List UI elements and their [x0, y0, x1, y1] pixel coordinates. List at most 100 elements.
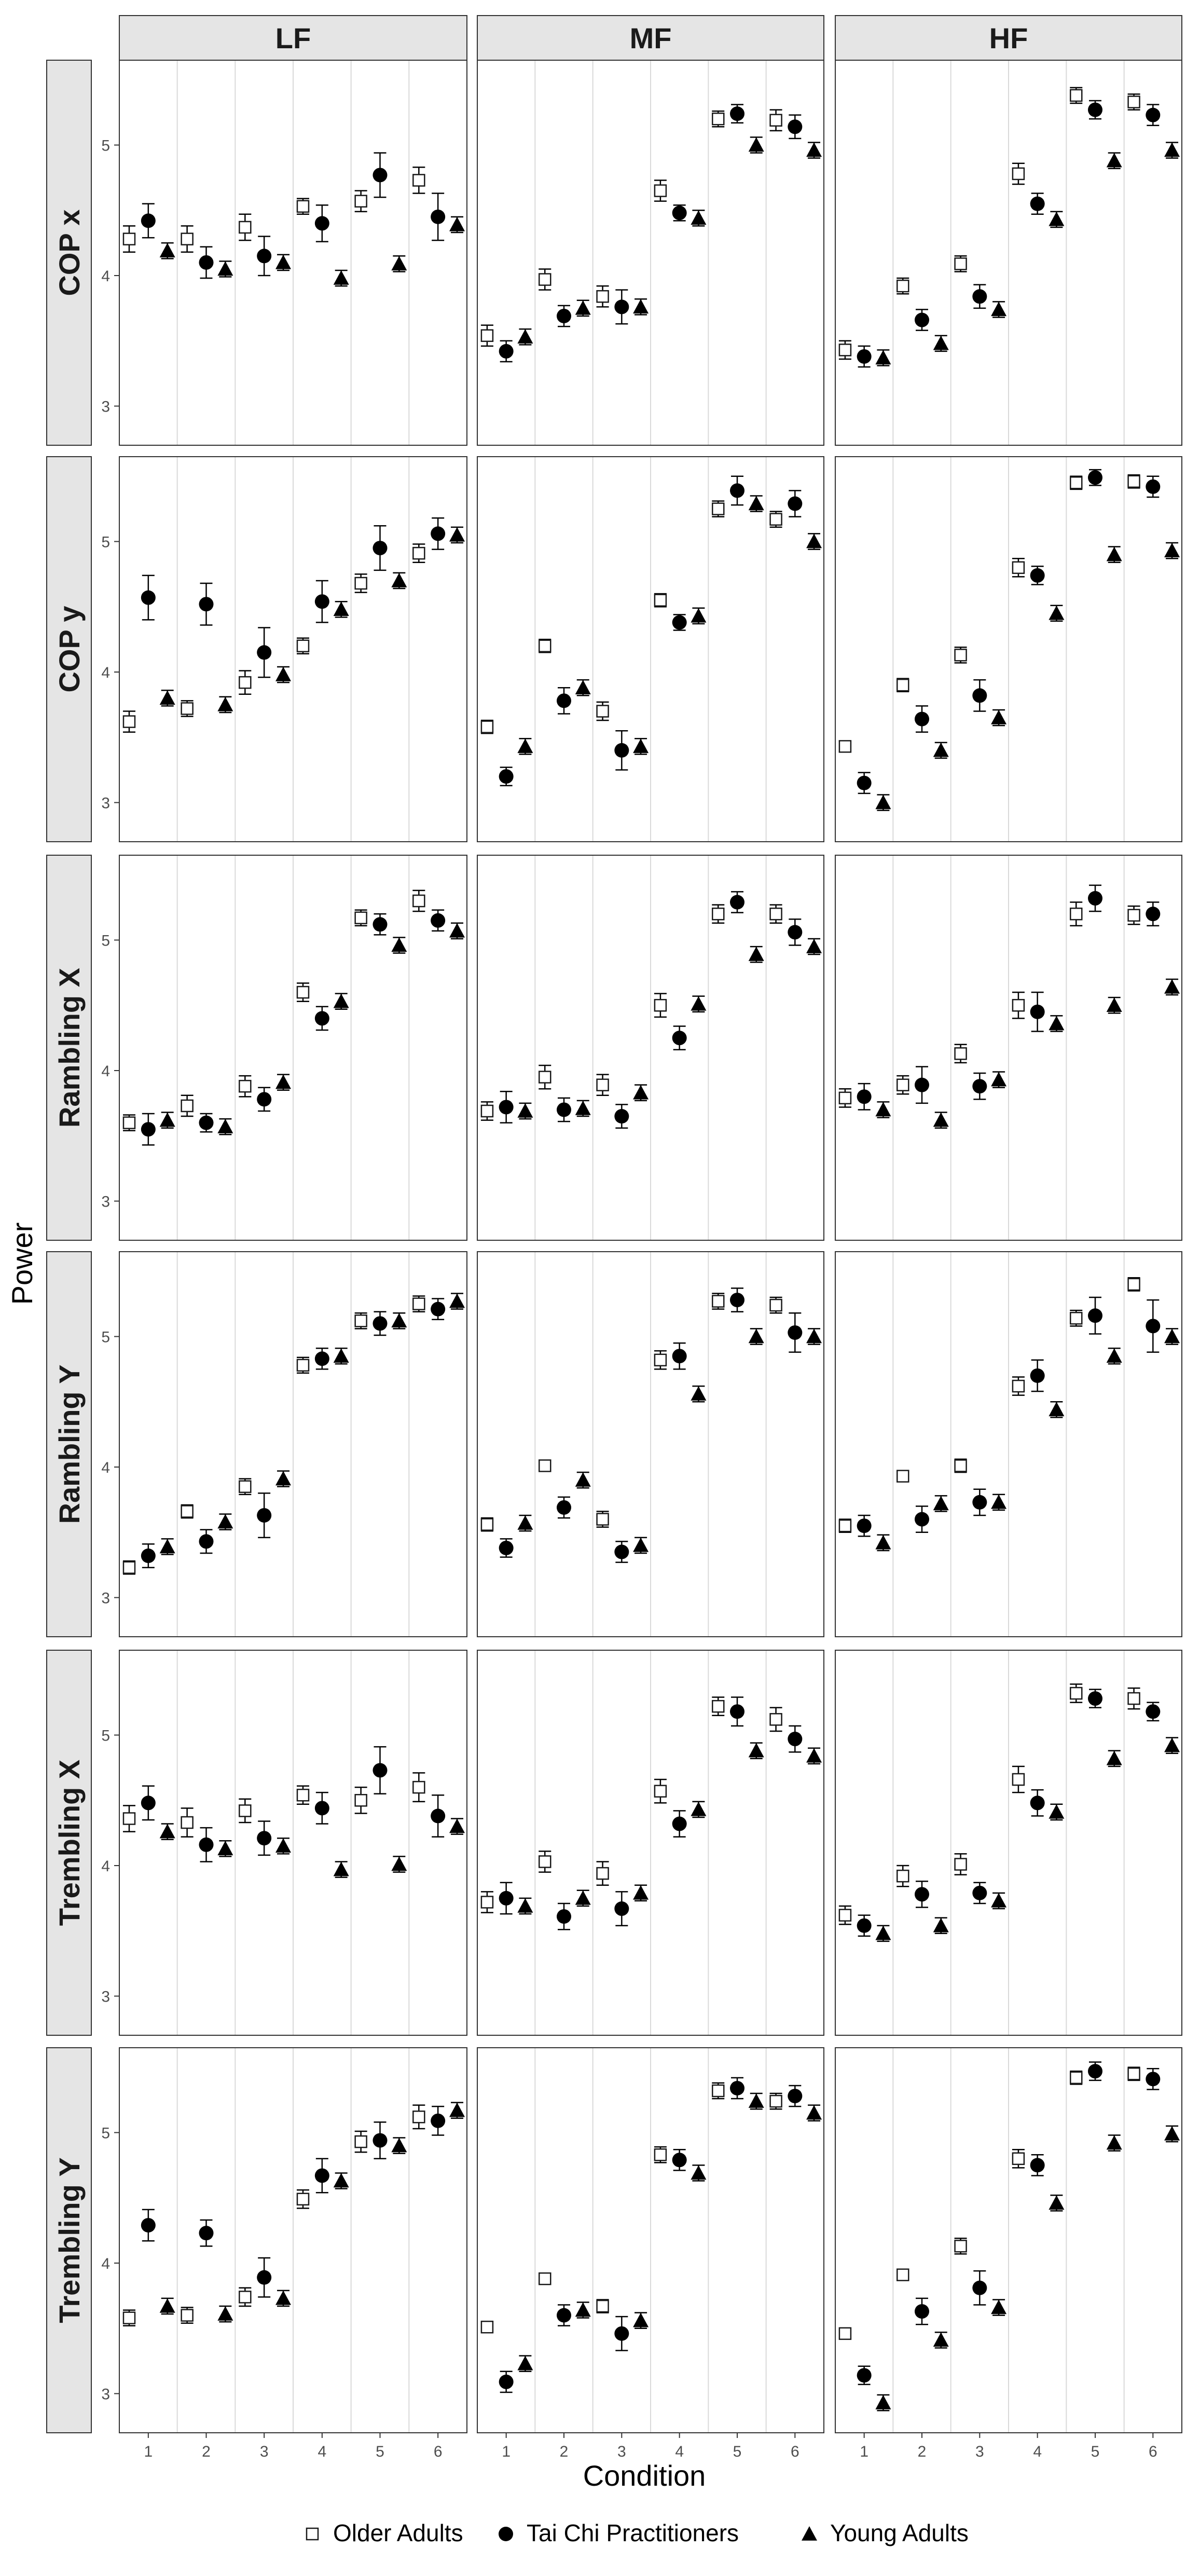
point-tai-chi-practitioners	[199, 1837, 214, 1852]
point-young-adults	[517, 2355, 533, 2371]
column-strip-mf	[477, 15, 824, 61]
point-young-adults	[159, 243, 175, 257]
point-tai-chi-practitioners	[1088, 1308, 1102, 1323]
point-tai-chi-practitioners	[788, 1325, 803, 1340]
point-older-adults	[122, 715, 136, 728]
point-tai-chi-practitioners	[730, 483, 744, 498]
point-young-adults	[806, 1748, 822, 1763]
point-young-adults	[1049, 211, 1065, 226]
point-young-adults	[748, 1328, 764, 1344]
point-older-adults	[954, 1047, 967, 1060]
point-tai-chi-practitioners	[314, 594, 329, 609]
point-young-adults	[275, 667, 292, 681]
point-older-adults	[354, 911, 367, 924]
point-young-adults	[333, 2173, 349, 2188]
point-tai-chi-practitioners	[499, 1890, 514, 1906]
panel-cop-y-hf	[835, 456, 1182, 842]
panel-border	[477, 1251, 824, 1637]
point-young-adults	[1164, 2126, 1180, 2141]
point-older-adults	[654, 2148, 667, 2161]
point-older-adults	[654, 184, 667, 197]
point-older-adults	[769, 1298, 782, 1312]
point-tai-chi-practitioners	[1088, 1691, 1102, 1706]
point-young-adults	[217, 696, 233, 711]
point-older-adults	[539, 1459, 551, 1472]
x-tick-label: 2	[202, 2443, 211, 2460]
point-tai-chi-practitioners	[199, 1534, 214, 1549]
panel-trembling-x-hf	[835, 1650, 1182, 2036]
point-tai-chi-practitioners	[1146, 1319, 1161, 1334]
point-young-adults	[991, 710, 1007, 724]
point-tai-chi-practitioners	[499, 769, 514, 784]
panel-border	[835, 456, 1182, 842]
panel-border	[119, 2047, 467, 2433]
point-older-adults	[712, 112, 725, 126]
point-young-adults	[391, 1856, 407, 1871]
point-tai-chi-practitioners	[557, 308, 571, 323]
point-older-adults	[412, 546, 425, 560]
point-young-adults	[1049, 1804, 1065, 1819]
point-young-adults	[1049, 1402, 1065, 1417]
point-young-adults	[517, 738, 533, 753]
panel-border	[477, 60, 824, 446]
point-older-adults	[1012, 561, 1025, 574]
point-older-adults	[181, 1099, 194, 1113]
point-older-adults	[954, 1858, 967, 1871]
point-young-adults	[1164, 142, 1180, 157]
row-strip-rambling-y	[46, 1251, 92, 1637]
row-strip-label-cop-x: COP x	[53, 209, 86, 296]
column-strip-label-lf: LF	[275, 22, 311, 54]
point-older-adults	[896, 1869, 909, 1883]
point-older-adults	[480, 1518, 494, 1531]
point-older-adults	[1070, 1687, 1083, 1700]
point-older-adults	[1012, 167, 1025, 181]
point-older-adults	[769, 2094, 782, 2108]
point-older-adults	[712, 907, 725, 921]
row-strip-trembling-y	[46, 2047, 92, 2433]
point-tai-chi-practitioners	[314, 216, 329, 231]
row-strip-label-cop-y: COP y	[53, 606, 86, 692]
point-young-adults	[391, 572, 407, 587]
point-tai-chi-practitioners	[1030, 1796, 1045, 1811]
point-young-adults	[449, 216, 465, 231]
point-young-adults	[333, 601, 349, 616]
y-tick-label: 5	[101, 932, 110, 949]
point-young-adults	[217, 261, 233, 276]
point-tai-chi-practitioners	[141, 213, 156, 228]
panel-trembling-x-lf	[119, 1650, 467, 2036]
point-older-adults	[1127, 475, 1140, 488]
point-older-adults	[412, 174, 425, 187]
point-older-adults	[122, 1116, 136, 1129]
point-tai-chi-practitioners	[257, 2270, 272, 2285]
point-young-adults	[449, 527, 465, 542]
point-older-adults	[596, 705, 609, 718]
point-tai-chi-practitioners	[857, 1518, 872, 1533]
point-young-adults	[391, 256, 407, 271]
y-tick-label: 4	[101, 2255, 110, 2272]
point-young-adults	[748, 496, 764, 511]
point-older-adults	[122, 2311, 136, 2324]
row-strip-trembling-x	[46, 1650, 92, 2036]
point-tai-chi-practitioners	[373, 541, 388, 556]
point-older-adults	[480, 2321, 494, 2334]
point-older-adults	[1070, 476, 1083, 489]
panel-border	[835, 855, 1182, 1241]
panel-border	[119, 1251, 467, 1637]
point-older-adults	[1012, 1379, 1025, 1393]
point-older-adults	[769, 513, 782, 526]
point-young-adults	[1106, 997, 1122, 1012]
point-older-adults	[838, 1519, 852, 1532]
point-older-adults	[239, 1079, 252, 1093]
point-young-adults	[159, 1112, 175, 1127]
point-tai-chi-practitioners	[499, 1540, 514, 1555]
point-older-adults	[122, 1812, 136, 1825]
panel-border	[119, 1650, 467, 2036]
point-older-adults	[412, 1297, 425, 1310]
point-tai-chi-practitioners	[431, 913, 446, 928]
row-strip-cop-x	[46, 60, 92, 446]
point-tai-chi-practitioners	[557, 2308, 571, 2323]
point-older-adults	[480, 1104, 494, 1118]
point-tai-chi-practitioners	[257, 1092, 272, 1107]
point-tai-chi-practitioners	[788, 1732, 803, 1747]
panel-border	[835, 1251, 1182, 1637]
